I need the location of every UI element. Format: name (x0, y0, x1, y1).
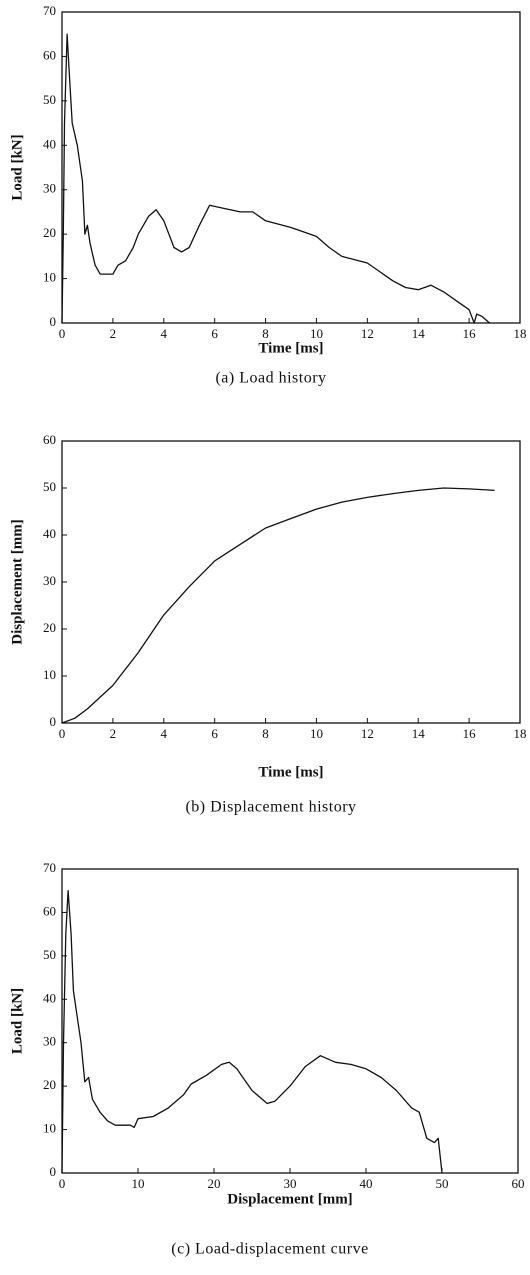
x-tick-label: 10 (132, 1176, 145, 1191)
x-axis-label: Time [ms] (258, 764, 323, 780)
x-tick-label: 18 (514, 326, 527, 341)
y-tick-label: 50 (43, 479, 56, 494)
caption: (c) Load-displacement curve (171, 1241, 368, 1258)
x-tick-label: 10 (310, 326, 323, 341)
x-tick-label: 6 (211, 726, 218, 741)
y-tick-label: 40 (43, 526, 56, 541)
x-tick-label: 12 (361, 726, 374, 741)
data-line (61, 487, 495, 724)
y-axis-label: Load [kN] (9, 134, 25, 200)
x-tick-label: 0 (59, 326, 66, 341)
y-tick-label: 50 (43, 92, 56, 107)
x-tick-label: 16 (463, 326, 477, 341)
y-tick-label: 10 (43, 1121, 56, 1136)
x-tick-label: 20 (208, 1176, 221, 1191)
plot-frame (61, 868, 519, 1174)
y-tick-label: 60 (43, 903, 56, 918)
y-tick-label: 10 (43, 667, 56, 682)
data-line (61, 33, 490, 324)
y-tick-label: 40 (43, 136, 56, 151)
y-tick-label: 0 (50, 1164, 57, 1179)
x-tick-label: 12 (361, 326, 374, 341)
x-tick-label: 4 (161, 726, 168, 741)
x-tick-label: 2 (110, 726, 117, 741)
x-tick-label: 0 (59, 1176, 66, 1191)
y-tick-label: 30 (43, 573, 56, 588)
y-tick-label: 40 (43, 990, 56, 1005)
y-tick-label: 70 (43, 3, 56, 18)
y-tick-label: 50 (43, 947, 56, 962)
plot-frame (61, 11, 521, 324)
y-axis-label: Load [kN] (9, 988, 25, 1054)
caption: (b) Displacement history (185, 799, 356, 816)
x-tick-label: 8 (262, 326, 269, 341)
y-tick-label: 60 (43, 432, 56, 447)
caption: (a) Load history (215, 370, 326, 387)
x-tick-label: 2 (110, 326, 117, 341)
data-line (61, 890, 443, 1174)
y-tick-label: 10 (43, 270, 56, 285)
x-tick-label: 14 (412, 726, 426, 741)
x-tick-label: 6 (211, 326, 218, 341)
y-tick-label: 0 (50, 714, 57, 729)
x-tick-label: 10 (310, 726, 323, 741)
x-axis-label: Displacement [mm] (227, 1191, 352, 1207)
y-tick-label: 70 (43, 860, 56, 875)
x-tick-label: 14 (412, 326, 426, 341)
x-tick-label: 40 (360, 1176, 373, 1191)
y-tick-label: 60 (43, 47, 56, 62)
x-tick-label: 4 (161, 326, 168, 341)
x-tick-label: 50 (436, 1176, 449, 1191)
y-tick-label: 20 (43, 1077, 56, 1092)
x-tick-label: 8 (262, 726, 269, 741)
y-tick-label: 30 (43, 1034, 56, 1049)
x-axis-label: Time [ms] (258, 340, 323, 356)
x-tick-label: 0 (59, 726, 66, 741)
x-tick-label: 60 (512, 1176, 525, 1191)
y-tick-label: 20 (43, 225, 56, 240)
x-tick-label: 16 (463, 726, 477, 741)
plot-frame (61, 440, 521, 724)
x-tick-label: 30 (284, 1176, 297, 1191)
y-axis-label: Displacement [mm] (9, 519, 25, 644)
x-tick-label: 18 (514, 726, 527, 741)
y-tick-label: 0 (50, 314, 57, 329)
y-tick-label: 30 (43, 181, 56, 196)
y-tick-label: 20 (43, 620, 56, 635)
